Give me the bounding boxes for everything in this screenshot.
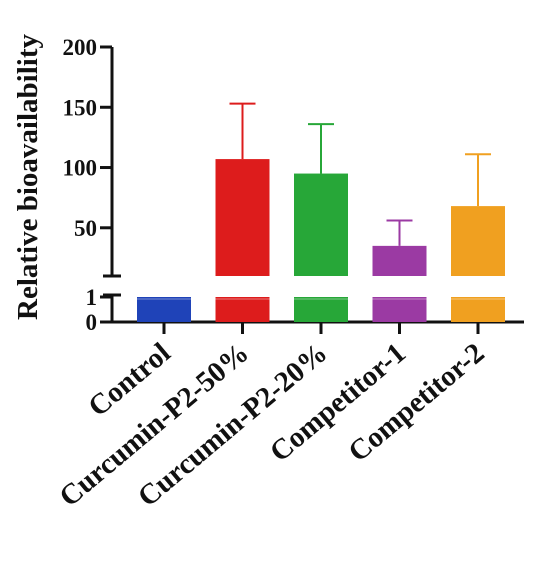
bars	[137, 102, 505, 322]
bar-lower	[215, 297, 270, 322]
y-tick-label: 50	[74, 216, 97, 241]
bar-upper	[294, 173, 348, 276]
bar-upper	[215, 159, 270, 276]
bar-upper	[372, 245, 427, 276]
x-tick-label: Competitor-1	[264, 337, 412, 468]
y-tick-label: 1	[86, 285, 98, 310]
bar-lower	[372, 297, 427, 322]
bar-lower	[451, 297, 505, 322]
bar-lower	[294, 297, 348, 322]
y-tick-label: 0	[86, 310, 98, 335]
y-tick-label: 150	[63, 95, 98, 120]
bar-upper	[451, 206, 505, 276]
bar-lower	[137, 297, 191, 322]
x-tick-label: Competitor-2	[342, 337, 490, 468]
y-tick-label: 100	[63, 156, 98, 181]
y-tick-label: 200	[63, 35, 98, 60]
y-axis-label: Relative bioavailability	[12, 34, 44, 320]
